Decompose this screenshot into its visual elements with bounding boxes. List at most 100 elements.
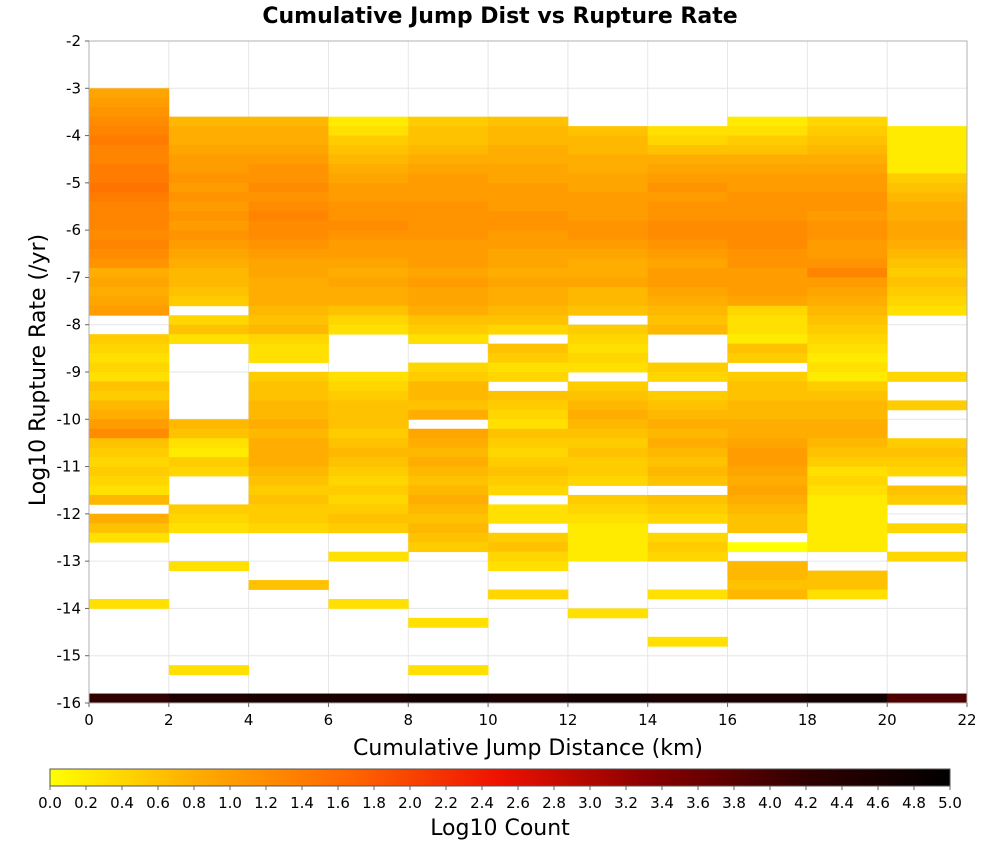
heatmap-cell (488, 211, 569, 222)
heatmap-cell (328, 523, 409, 534)
x-tick-label: 8 (403, 711, 413, 729)
axes: 0 2 4 6 8 10 12 14 16 18 20 22 -2 -3 -4 -5 -6 -7 -8 -9 -10 -1… (57, 32, 977, 729)
heatmap-cell (168, 334, 250, 345)
y-tick-label: -7 (66, 268, 81, 286)
heatmap-cell (328, 239, 409, 250)
heatmap-cell (488, 513, 569, 524)
heatmap-cell (168, 163, 250, 174)
heatmap-cell (408, 504, 489, 515)
colorbar-tick-label: 4.8 (902, 794, 926, 812)
heatmap-cell (727, 230, 808, 240)
heatmap-cell (328, 494, 409, 505)
heatmap-cell (89, 334, 170, 345)
heatmap-cell (89, 428, 170, 439)
heatmap-cell (727, 267, 808, 278)
heatmap-cell (328, 154, 409, 165)
heatmap-cell (328, 258, 409, 269)
heatmap-cell (727, 457, 808, 467)
heatmap-cell (248, 353, 329, 363)
heatmap-cell (488, 239, 569, 250)
heatmap-cell (647, 230, 728, 240)
heatmap-cell (488, 693, 569, 703)
heatmap-cell (408, 381, 489, 392)
heatmap-cell (89, 239, 170, 250)
heatmap-cell (807, 135, 888, 146)
y-tick-label: -14 (57, 599, 82, 617)
heatmap-cell (89, 97, 170, 108)
heatmap-cell (248, 267, 329, 278)
heatmap-cell (89, 249, 170, 259)
heatmap-cell (248, 476, 329, 486)
heatmap-cell (807, 447, 888, 458)
heatmap-cell (328, 381, 409, 392)
heatmap-cell (168, 277, 250, 288)
heatmap-cell (807, 693, 888, 703)
heatmap-cell (887, 438, 968, 449)
heatmap-cell (807, 173, 888, 184)
heatmap-cell (807, 409, 888, 420)
heatmap-cell (408, 665, 489, 676)
heatmap-cell (89, 135, 170, 146)
heatmap-cell (408, 154, 489, 165)
heatmap-cell (567, 504, 649, 515)
heatmap-cell (89, 211, 170, 222)
heatmap-cell (248, 220, 329, 231)
heatmap-cell (887, 258, 968, 269)
heatmap-cell (408, 211, 489, 222)
heatmap-cell (567, 343, 649, 354)
heatmap-cell (567, 457, 649, 467)
heatmap-cell (567, 381, 649, 392)
heatmap-cell (408, 513, 489, 524)
heatmap-cell (248, 135, 329, 146)
heatmap-cell (248, 343, 329, 354)
x-tick-label: 6 (324, 711, 334, 729)
heatmap-cell (647, 457, 728, 467)
heatmap-cell (408, 334, 489, 345)
heatmap-cell (887, 173, 968, 184)
heatmap-cell (727, 523, 808, 534)
heatmap-cell (807, 220, 888, 231)
x-tick-label: 14 (638, 711, 657, 729)
heatmap-cell (488, 362, 569, 373)
y-tick-label: -13 (57, 552, 82, 570)
heatmap-cell (887, 277, 968, 288)
heatmap-cell (488, 286, 569, 297)
colorbar-tick-label: 3.4 (650, 794, 674, 812)
colorbar-tick-label: 3.2 (614, 794, 638, 812)
heatmap-cell (807, 126, 888, 136)
heatmap-cell (89, 381, 170, 392)
heatmap-cell (89, 362, 170, 373)
heatmap-cell (727, 201, 808, 212)
heatmap-cell (567, 135, 649, 146)
heatmap-cell (807, 372, 888, 382)
heatmap-cell (89, 447, 170, 458)
heatmap-cell (807, 381, 888, 392)
heatmap-cell (887, 372, 968, 382)
heatmap-cell (567, 126, 649, 136)
heatmap-cell (807, 457, 888, 467)
heatmap-cell (887, 135, 968, 146)
heatmap-cell (248, 145, 329, 155)
heatmap-cell (408, 239, 489, 250)
heatmap-cell (567, 296, 649, 307)
x-tick-label: 4 (244, 711, 254, 729)
heatmap-cell (647, 438, 728, 449)
heatmap-cell (887, 201, 968, 212)
heatmap-cell (89, 286, 170, 297)
heatmap-cell (488, 182, 569, 193)
heatmap-cell (727, 513, 808, 524)
heatmap-cell (727, 476, 808, 486)
heatmap-cell (488, 126, 569, 136)
heatmap-cell (89, 353, 170, 363)
heatmap-cell (408, 447, 489, 458)
heatmap-cell (488, 409, 569, 420)
heatmap-cell (488, 324, 569, 335)
heatmap-cell (408, 400, 489, 411)
heatmap-cell (248, 163, 329, 174)
y-tick-label: -5 (66, 174, 81, 192)
heatmap-cell (328, 419, 409, 430)
heatmap-cell (727, 249, 808, 259)
heatmap-cell (647, 636, 728, 647)
colorbar-gradient (49, 768, 951, 787)
heatmap-cell (567, 220, 649, 231)
